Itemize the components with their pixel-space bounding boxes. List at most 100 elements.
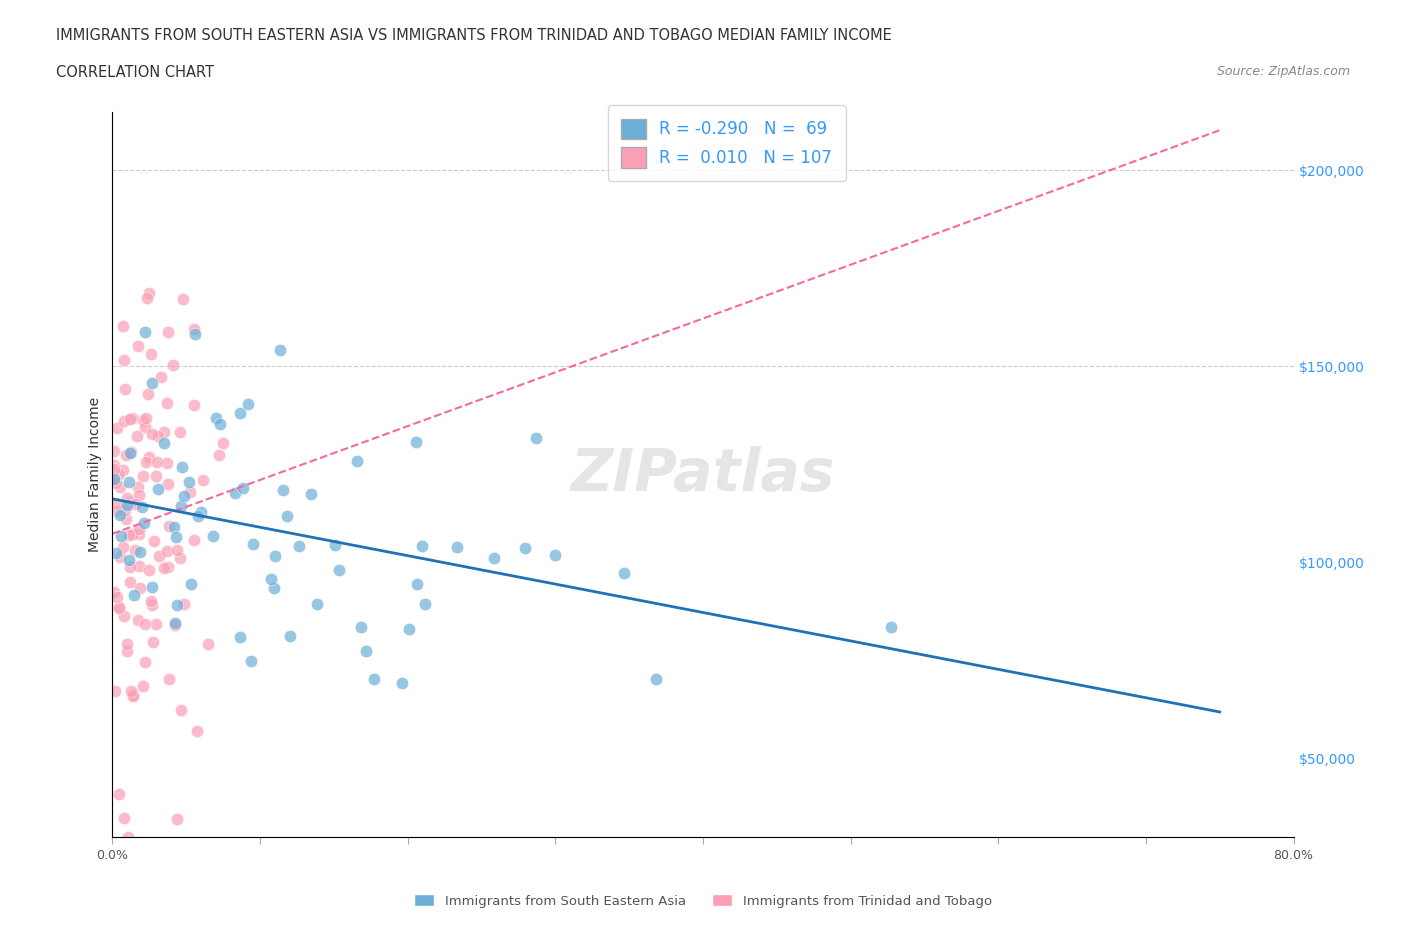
Legend: Immigrants from South Eastern Asia, Immigrants from Trinidad and Tobago: Immigrants from South Eastern Asia, Immi… [408,887,998,914]
Point [183,397,205,412]
Text: ZIPatlas: ZIPatlas [571,445,835,503]
Point [515,540,537,555]
Point [115,490,138,505]
Point [108,480,131,495]
Point [190,504,212,519]
Point [276,509,298,524]
Point [105,503,128,518]
Point [157,671,180,686]
Point [209,417,232,432]
Point [197,637,219,652]
Point [135,410,157,425]
Legend: R = -0.290   N =  69, R =  0.010   N = 107: R = -0.290 N = 69, R = 0.010 N = 107 [607,105,845,181]
Point [263,580,285,595]
Point [118,559,141,574]
Point [115,512,138,526]
Point [146,429,169,444]
Point [328,563,350,578]
Point [346,454,368,469]
Point [139,593,162,608]
Point [122,526,145,541]
Point [115,644,138,658]
Point [193,472,215,487]
Point [127,613,149,628]
Point [117,636,139,651]
Point [129,581,152,596]
Point [127,480,149,495]
Point [264,549,287,564]
Point [103,458,125,472]
Point [307,597,329,612]
Point [152,436,174,451]
Point [115,498,138,512]
Point [411,538,433,553]
Point [173,488,195,503]
Point [208,447,231,462]
Point [202,528,225,543]
Point [122,588,145,603]
Point [173,597,195,612]
Point [544,548,567,563]
Point [156,456,179,471]
Point [128,559,150,574]
Point [121,687,143,702]
Point [405,435,427,450]
Point [180,577,202,591]
Point [112,608,135,623]
Point [212,435,235,450]
Point [105,420,128,435]
Point [323,538,346,552]
Point [141,579,163,594]
Point [112,413,135,428]
Point [179,475,201,490]
Point [232,481,254,496]
Text: Source: ZipAtlas.com: Source: ZipAtlas.com [1216,65,1350,78]
Point [259,572,281,587]
Point [124,497,146,512]
Point [156,543,179,558]
Point [131,500,153,515]
Point [132,412,155,427]
Point [105,545,128,560]
Point [114,502,136,517]
Point [120,411,142,426]
Point [141,426,163,441]
Point [299,486,322,501]
Point [183,322,205,337]
Point [122,688,145,703]
Point [172,291,194,306]
Point [117,830,139,844]
Point [166,598,188,613]
Point [118,475,141,490]
Point [114,381,136,396]
Point [142,634,165,649]
Point [134,516,156,531]
Point [224,485,246,500]
Point [482,551,505,565]
Point [170,702,193,717]
Point [156,396,179,411]
Point [134,419,156,434]
Point [112,811,135,826]
Point [228,630,250,644]
Point [143,533,166,548]
Point [157,519,180,534]
Text: CORRELATION CHART: CORRELATION CHART [56,65,214,80]
Point [162,357,184,372]
Point [134,617,156,631]
Point [138,286,160,300]
Point [398,621,420,636]
Point [128,487,150,502]
Point [166,811,188,826]
Point [138,563,160,578]
Point [406,577,429,591]
Point [644,672,666,687]
Point [117,527,139,542]
Point [354,643,377,658]
Point [128,526,150,541]
Point [125,429,148,444]
Point [240,654,263,669]
Point [183,532,205,547]
Point [127,339,149,353]
Point [184,326,207,341]
